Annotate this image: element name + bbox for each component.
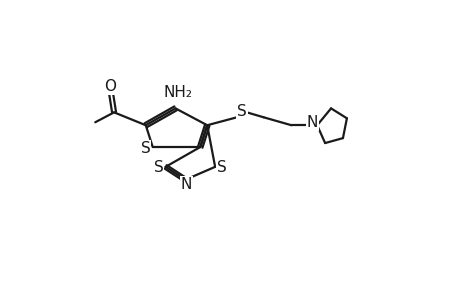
Text: NH₂: NH₂ [163,85,193,100]
Text: S: S [140,140,151,155]
Text: S: S [217,160,226,175]
Text: N: N [306,115,317,130]
Text: S: S [236,104,246,119]
Text: S: S [153,160,163,175]
Text: N: N [180,177,192,192]
Text: O: O [104,79,116,94]
